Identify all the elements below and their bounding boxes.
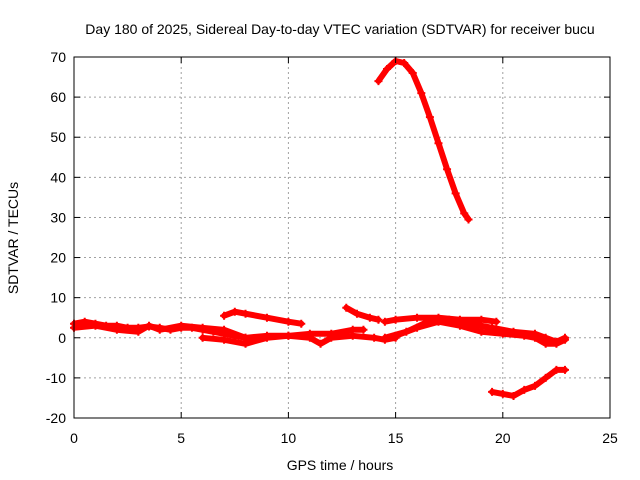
data-point bbox=[91, 321, 100, 330]
data-point bbox=[560, 365, 569, 374]
data-point bbox=[134, 327, 143, 336]
data-point bbox=[530, 333, 539, 342]
data-point bbox=[530, 381, 539, 390]
data-point bbox=[348, 325, 357, 334]
data-point bbox=[365, 313, 374, 322]
data-point bbox=[155, 325, 164, 334]
x-axis-label: GPS time / hours bbox=[287, 457, 394, 473]
x-tick-label: 10 bbox=[281, 430, 297, 446]
grid-lines bbox=[74, 57, 610, 418]
y-tick-label: 10 bbox=[50, 290, 66, 306]
chart-title: Day 180 of 2025, Sidereal Day-to-day VTE… bbox=[85, 21, 594, 37]
data-point bbox=[380, 317, 389, 326]
data-point bbox=[477, 327, 486, 336]
data-point bbox=[464, 215, 473, 224]
data-point bbox=[552, 339, 561, 348]
data-point bbox=[297, 319, 306, 328]
x-tick-label: 0 bbox=[70, 430, 78, 446]
data-point bbox=[241, 339, 250, 348]
data-point bbox=[391, 315, 400, 324]
y-tick-label: -20 bbox=[46, 410, 66, 426]
data-point bbox=[284, 331, 293, 340]
y-tick-label: 0 bbox=[58, 330, 66, 346]
data-point bbox=[359, 325, 368, 334]
data-point bbox=[477, 315, 486, 324]
series-arc-5 bbox=[343, 304, 382, 323]
data-point bbox=[198, 323, 207, 332]
axis-ticks: -20 -10 0 10 20 30 40 50 60 70 0 5 10 15 20 25 bbox=[46, 49, 618, 446]
data-point bbox=[220, 335, 229, 344]
data-point bbox=[262, 333, 271, 342]
data-point bbox=[434, 139, 443, 148]
y-tick-label: 40 bbox=[50, 169, 66, 185]
data-point bbox=[425, 113, 434, 122]
y-tick-label: 30 bbox=[50, 209, 66, 225]
x-tick-label: 5 bbox=[177, 430, 185, 446]
data-point bbox=[241, 309, 250, 318]
y-tick-label: -10 bbox=[46, 370, 66, 386]
data-point bbox=[417, 89, 426, 98]
data-point bbox=[353, 309, 362, 318]
x-tick-label: 20 bbox=[495, 430, 511, 446]
x-tick-label: 25 bbox=[602, 430, 618, 446]
data-point bbox=[408, 69, 417, 78]
data-point bbox=[552, 365, 561, 374]
data-point bbox=[380, 333, 389, 342]
data-point bbox=[509, 391, 518, 400]
data-point bbox=[488, 387, 497, 396]
y-tick-label: 20 bbox=[50, 250, 66, 266]
data-point bbox=[374, 315, 383, 324]
data-point bbox=[316, 339, 325, 348]
data-point bbox=[541, 339, 550, 348]
data-point bbox=[177, 321, 186, 330]
data-point bbox=[145, 321, 154, 330]
data-point bbox=[560, 335, 569, 344]
data-point bbox=[370, 333, 379, 342]
data-point bbox=[498, 329, 507, 338]
data-point bbox=[520, 385, 529, 394]
data-point bbox=[460, 209, 469, 218]
data-series bbox=[70, 57, 569, 400]
y-tick-label: 60 bbox=[50, 89, 66, 105]
data-point bbox=[112, 325, 121, 334]
data-point bbox=[383, 65, 392, 74]
data-point bbox=[284, 317, 293, 326]
data-point bbox=[434, 317, 443, 326]
y-tick-label: 70 bbox=[50, 49, 66, 65]
series-arc-6 bbox=[375, 58, 472, 223]
data-point bbox=[451, 189, 460, 198]
data-point bbox=[400, 59, 409, 68]
data-point bbox=[520, 331, 529, 340]
data-point bbox=[455, 321, 464, 330]
data-point bbox=[230, 307, 239, 316]
data-point bbox=[262, 313, 271, 322]
data-point bbox=[198, 333, 207, 342]
data-point bbox=[413, 313, 422, 322]
x-tick-label: 15 bbox=[388, 430, 404, 446]
data-point bbox=[443, 165, 452, 174]
data-point bbox=[498, 389, 507, 398]
y-axis-label: SDTVAR / TECUs bbox=[5, 182, 21, 294]
data-point bbox=[391, 331, 400, 340]
data-point bbox=[327, 329, 336, 338]
data-point bbox=[374, 77, 383, 86]
data-point bbox=[342, 303, 351, 312]
data-point bbox=[541, 373, 550, 382]
data-point bbox=[305, 329, 314, 338]
data-point bbox=[220, 325, 229, 334]
data-point bbox=[492, 317, 501, 326]
data-point bbox=[220, 311, 229, 320]
data-point bbox=[413, 323, 422, 332]
y-tick-label: 50 bbox=[50, 129, 66, 145]
plot-frame bbox=[73, 56, 611, 419]
